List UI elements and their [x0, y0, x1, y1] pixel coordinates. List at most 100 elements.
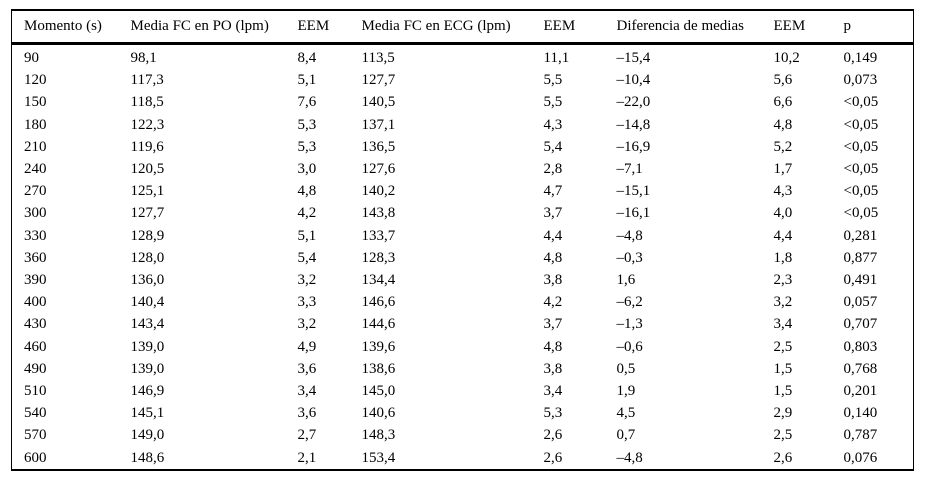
table-cell: 510	[24, 383, 47, 400]
table-cell: 7,6	[297, 94, 317, 111]
table-cell: 2,9	[773, 405, 793, 422]
table-cell: 1,6	[616, 272, 636, 289]
table-cell: 390	[24, 272, 47, 289]
table-cell: 3,8	[543, 360, 563, 377]
table-cell: –6,2	[616, 294, 643, 311]
table-cell: –22,0	[616, 94, 651, 111]
table-cell: 120	[24, 72, 47, 89]
table-cell: 1,7	[773, 161, 793, 178]
table-cell: –16,9	[616, 138, 651, 155]
table-row: 490 139,0 3,6 138,6 3,8 0,5 1,5 0,768	[12, 358, 914, 380]
table-cell: –4,8	[616, 449, 643, 466]
column-header-eem-po: EEM	[285, 10, 350, 45]
table-cell: <0,05	[843, 205, 879, 222]
table-row: 150 118,5 7,6 140,5 5,5 –22,0 6,6 <0,05	[12, 91, 914, 113]
table-header: Momento (s) Media FC en PO (lpm) EEM Med…	[11, 10, 914, 45]
table-cell: 0,149	[843, 50, 878, 66]
table-cell: –14,8	[616, 116, 651, 133]
table-cell: 0,803	[843, 338, 878, 355]
table-row: 540 145,1 3,6 140,6 5,3 4,5 2,9 0,140	[12, 402, 914, 424]
table-cell: –0,3	[616, 249, 643, 266]
table-cell: 210	[24, 138, 47, 155]
table-cell: 5,1	[297, 72, 317, 89]
table-cell: 600	[24, 449, 47, 466]
column-header-media-fc-po: Media FC en PO (lpm)	[118, 10, 286, 45]
table-cell: 0,7	[616, 427, 636, 444]
table-row: 430 143,4 3,2 144,6 3,7 –1,3 3,4 0,707	[12, 313, 914, 335]
table-cell: 270	[24, 183, 47, 200]
table-cell: 128,0	[130, 249, 165, 266]
table-cell: 138,6	[361, 360, 396, 377]
column-header-diferencia-medias: Diferencia de medias	[604, 10, 762, 45]
table-cell: 3,6	[297, 360, 317, 377]
paper-table-figure: Momento (s) Media FC en PO (lpm) EEM Med…	[11, 9, 914, 471]
table-row: 510 146,9 3,4 145,0 3,4 1,9 1,5 0,201	[12, 380, 914, 402]
table-cell: –7,1	[616, 161, 643, 178]
table-cell: 4,5	[616, 405, 636, 422]
table-cell: 137,1	[361, 116, 396, 133]
table-cell: 5,4	[543, 138, 563, 155]
table-cell: 430	[24, 316, 47, 333]
table-cell: 4,0	[773, 205, 793, 222]
table-cell: 360	[24, 249, 47, 266]
table-cell: 3,2	[297, 316, 317, 333]
table-cell: 2,6	[773, 449, 793, 466]
table-cell: 3,7	[543, 205, 563, 222]
table-cell: 3,4	[297, 383, 317, 400]
table-cell: 540	[24, 405, 47, 422]
table-row: 270 125,1 4,8 140,2 4,7 –15,1 4,3 <0,05	[12, 180, 914, 202]
table-cell: 4,8	[773, 116, 793, 133]
table-cell: 98,1	[130, 50, 157, 66]
table-cell: 134,4	[361, 272, 396, 289]
column-header-p: p	[831, 10, 914, 45]
table-cell: 3,6	[297, 405, 317, 422]
table-cell: 127,7	[130, 205, 165, 222]
table-cell: 4,8	[543, 249, 563, 266]
table-cell: 5,5	[543, 72, 563, 89]
table-cell: 2,5	[773, 338, 793, 355]
table-cell: 2,3	[773, 272, 793, 289]
table-cell: 3,2	[773, 294, 793, 311]
table-cell: –10,4	[616, 72, 651, 89]
table-cell: 3,0	[297, 161, 317, 178]
table-body: 90 98,1 8,4 113,5 11,1 –15,4 10,2 0,149 120 117,3…	[12, 44, 914, 470]
table-cell: 3,4	[773, 316, 793, 333]
table-cell: 139,6	[361, 338, 396, 355]
table-cell: –16,1	[616, 205, 651, 222]
header-row: Momento (s) Media FC en PO (lpm) EEM Med…	[11, 10, 914, 45]
table-cell: 5,2	[773, 138, 793, 155]
table-cell: 0,491	[843, 272, 878, 289]
table-cell: 240	[24, 161, 47, 178]
table-cell: 0,076	[843, 449, 878, 466]
table-cell: <0,05	[843, 161, 879, 178]
table-cell: 4,2	[543, 294, 563, 311]
table-cell: 127,6	[361, 161, 396, 178]
table-row: 460 139,0 4,9 139,6 4,8 –0,6 2,5 0,803	[12, 336, 914, 358]
table-cell: 140,2	[361, 183, 396, 200]
table-cell: 5,3	[543, 405, 563, 422]
table-cell: 2,5	[773, 427, 793, 444]
table-cell: 4,7	[543, 183, 563, 200]
column-header-eem-ecg: EEM	[531, 10, 605, 45]
table-cell: 143,4	[130, 316, 165, 333]
table-cell: 144,6	[361, 316, 396, 333]
table-cell: <0,05	[843, 138, 879, 155]
table-cell: 0,787	[843, 427, 878, 444]
table-cell: 3,3	[297, 294, 317, 311]
table-cell: 145,0	[361, 383, 396, 400]
table-cell: 5,4	[297, 249, 317, 266]
table-cell: 0,201	[843, 383, 878, 400]
column-header-momento: Momento (s)	[11, 10, 119, 45]
table-cell: 140,6	[361, 405, 396, 422]
table-cell: 0,768	[843, 360, 878, 377]
table-cell: 0,281	[843, 227, 878, 244]
table-cell: 0,5	[616, 360, 636, 377]
table-cell: <0,05	[843, 94, 879, 111]
table-cell: 140,5	[361, 94, 396, 111]
table-cell: 149,0	[130, 427, 165, 444]
table-cell: 2,6	[543, 449, 563, 466]
table-cell: 145,1	[130, 405, 165, 422]
data-table: Momento (s) Media FC en PO (lpm) EEM Med…	[11, 9, 914, 471]
table-cell: 128,3	[361, 249, 396, 266]
table-cell: 3,2	[297, 272, 317, 289]
